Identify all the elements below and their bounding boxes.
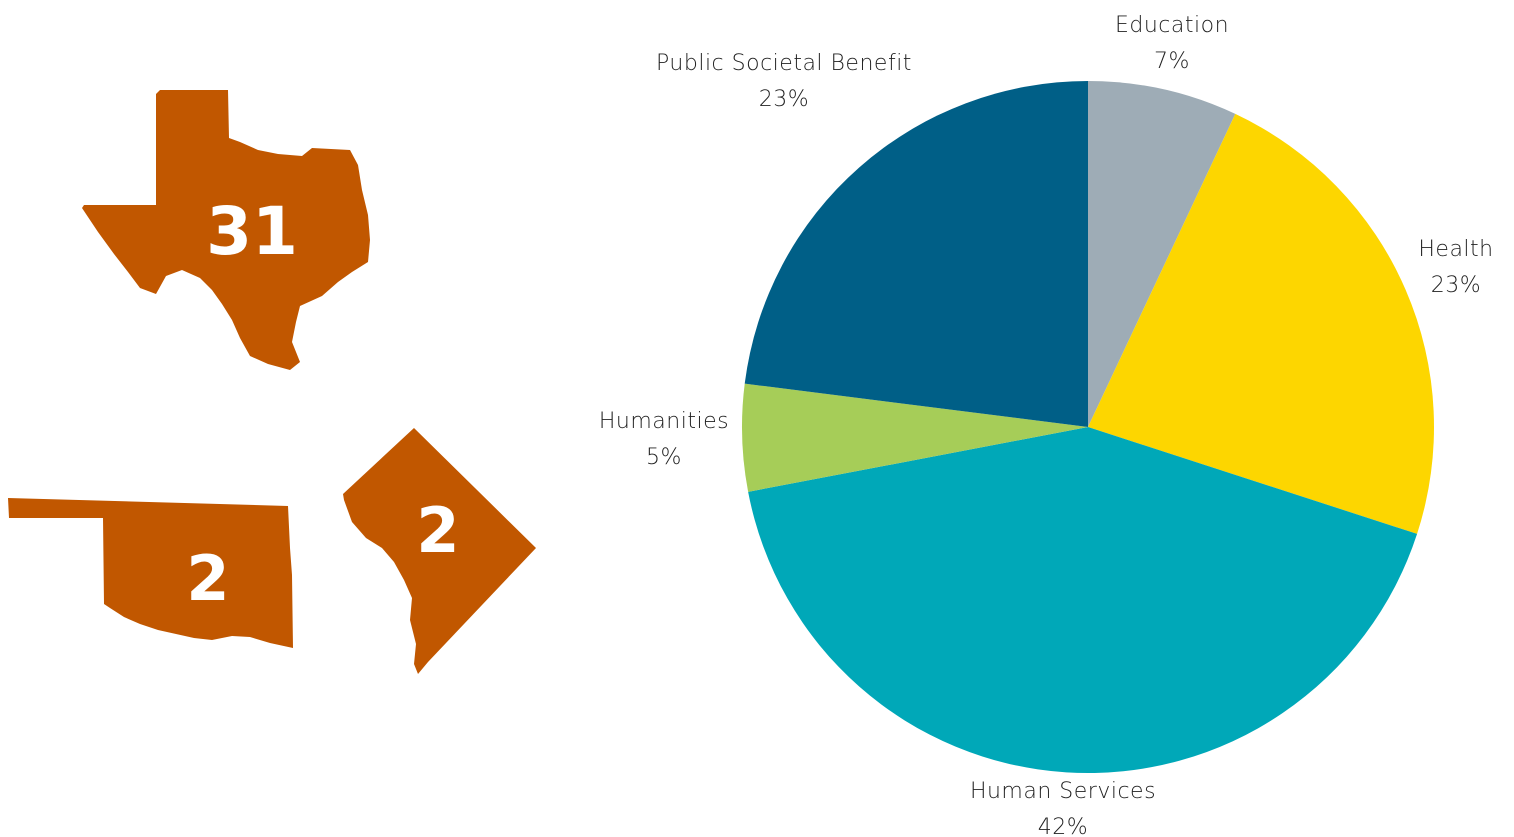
slice-label-humanities: Humanities: [599, 409, 729, 434]
pie-slice-public-societal-benefit: [744, 81, 1088, 427]
slice-label-education: Education: [1115, 13, 1229, 38]
slice-percent-education: 7%: [1154, 49, 1190, 74]
dc-count: 2: [416, 494, 459, 567]
dc-group: 2: [343, 428, 536, 674]
pie-labels: Education 7% Health 23% Human Services 42% Hum…: [599, 13, 1493, 837]
texas-group: 31: [82, 90, 370, 370]
district-of-columbia-shape-icon: [343, 428, 536, 674]
slice-label-public-societal-benefit: Public Societal Benefit: [656, 51, 912, 76]
slice-percent-human-services: 42%: [1038, 815, 1088, 837]
pie-slice-health: [1088, 113, 1435, 534]
oklahoma-group: 2: [8, 498, 293, 648]
slice-percent-health: 23%: [1431, 273, 1481, 298]
pie-chart: [742, 81, 1435, 774]
texas-count: 31: [206, 193, 298, 270]
pie-slice-human-services: [748, 427, 1418, 774]
pie-slice-education: [1088, 81, 1236, 427]
oklahoma-shape-icon: [8, 498, 293, 648]
texas-shape-icon: [82, 90, 370, 370]
slice-percent-humanities: 5%: [646, 445, 682, 470]
oklahoma-count: 2: [186, 542, 229, 615]
slice-label-health: Health: [1418, 237, 1493, 262]
slice-percent-public-societal-benefit: 23%: [759, 87, 809, 112]
pie-slice-humanities: [742, 383, 1088, 492]
slice-label-human-services: Human Services: [970, 779, 1156, 804]
